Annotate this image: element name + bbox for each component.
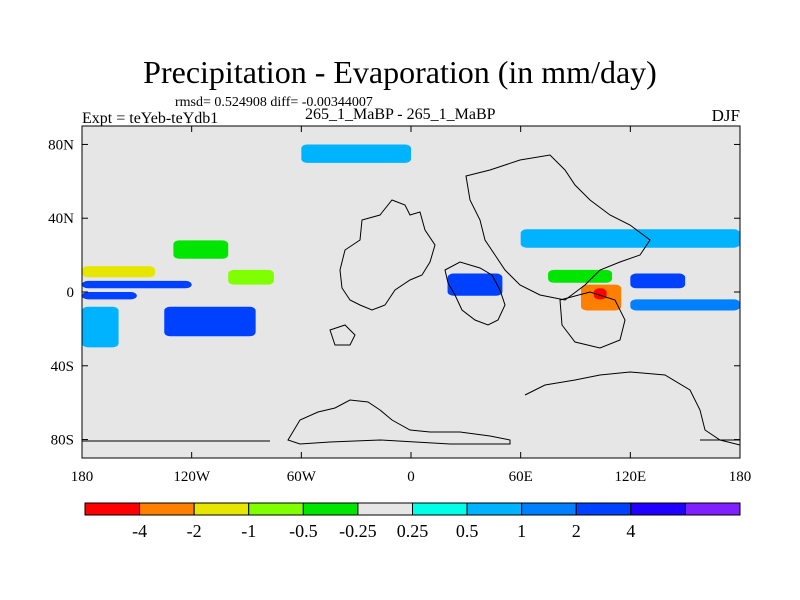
plot-background (82, 126, 740, 458)
field-contours (82, 144, 740, 348)
colorbar-swatch-9 (575, 502, 632, 516)
y-tick-label: 80N (48, 137, 74, 153)
continent-outline-5 (524, 371, 740, 446)
continent-outlines (82, 154, 740, 446)
colorbar-swatch-5 (357, 502, 413, 516)
colorbar-swatch-11 (684, 502, 741, 516)
x-tick-label: 60W (287, 469, 317, 485)
colorbar-swatch-4 (302, 502, 359, 516)
colorbar: -4 -2 -1 -0.5 -0.25 0.25 0.5 1 2 4 (84, 502, 741, 541)
field-region-12 (301, 144, 411, 163)
colorbar-label: 0.5 (456, 521, 479, 541)
colorbar-swatch-2 (193, 502, 250, 516)
y-tick-label: 0 (67, 285, 75, 301)
colorbar-label: 1 (517, 521, 526, 541)
y-tick-label: 80S (51, 433, 74, 449)
colorbar-swatch-6 (412, 502, 468, 516)
season-label: DJF (711, 106, 740, 125)
colorbar-label: 0.25 (397, 521, 429, 541)
colorbar-swatch-3 (248, 502, 304, 516)
x-tick-label: 120E (614, 469, 646, 485)
colorbar-swatch-10 (630, 502, 686, 516)
x-tick-label: 60E (509, 469, 533, 485)
colorbar-label: -0.25 (339, 521, 377, 541)
experiment-label: Expt = teYeb-teYdb1 (82, 110, 219, 127)
field-region-4 (228, 269, 274, 285)
field-region-7 (548, 269, 613, 283)
colorbar-label: -0.5 (289, 521, 318, 541)
axis-ticks: 180 120W 60W 0 60E 120E 180 80N 40N 0 40S 80S (48, 126, 751, 485)
colorbar-swatch-7 (466, 502, 523, 516)
continent-outline-0 (339, 199, 436, 311)
y-tick-label: 40N (48, 211, 74, 227)
field-region-1 (82, 280, 192, 289)
x-tick-label: 180 (71, 469, 94, 485)
colorbar-label: -1 (241, 521, 256, 541)
colorbar-swatch-1 (139, 502, 195, 516)
chart-title: Precipitation - Evaporation (in mm/day) (143, 54, 657, 90)
colorbar-label: -2 (187, 521, 202, 541)
x-tick-label: 180 (729, 469, 752, 485)
colorbar-label: 4 (626, 521, 635, 541)
field-region-10 (630, 273, 686, 289)
colorbar-label: 2 (572, 521, 581, 541)
field-region-5 (82, 306, 119, 348)
continent-outline-3 (465, 154, 651, 301)
field-region-3 (164, 306, 256, 337)
field-region-11 (630, 299, 740, 311)
field-region-2 (82, 292, 137, 300)
field-region-14 (173, 240, 229, 259)
continent-outline-6 (287, 399, 511, 445)
x-tick-label: 120W (173, 469, 211, 485)
colorbar-label: -4 (132, 521, 147, 541)
rmsd-diff-label: rmsd= 0.524908 diff= -0.00344007 (175, 95, 373, 110)
field-region-6 (447, 273, 503, 296)
continent-outline-4 (559, 291, 626, 349)
x-tick-label: 0 (407, 469, 415, 485)
y-tick-label: 40S (51, 359, 74, 375)
continent-outline-1 (329, 324, 356, 346)
field-region-0 (82, 266, 156, 278)
continent-outline-2 (444, 261, 506, 326)
colorbar-swatch-0 (84, 502, 141, 516)
case-label: 265_1_MaBP - 265_1_MaBP (305, 106, 496, 123)
colorbar-swatch-8 (521, 502, 577, 516)
field-region-13 (520, 229, 740, 248)
